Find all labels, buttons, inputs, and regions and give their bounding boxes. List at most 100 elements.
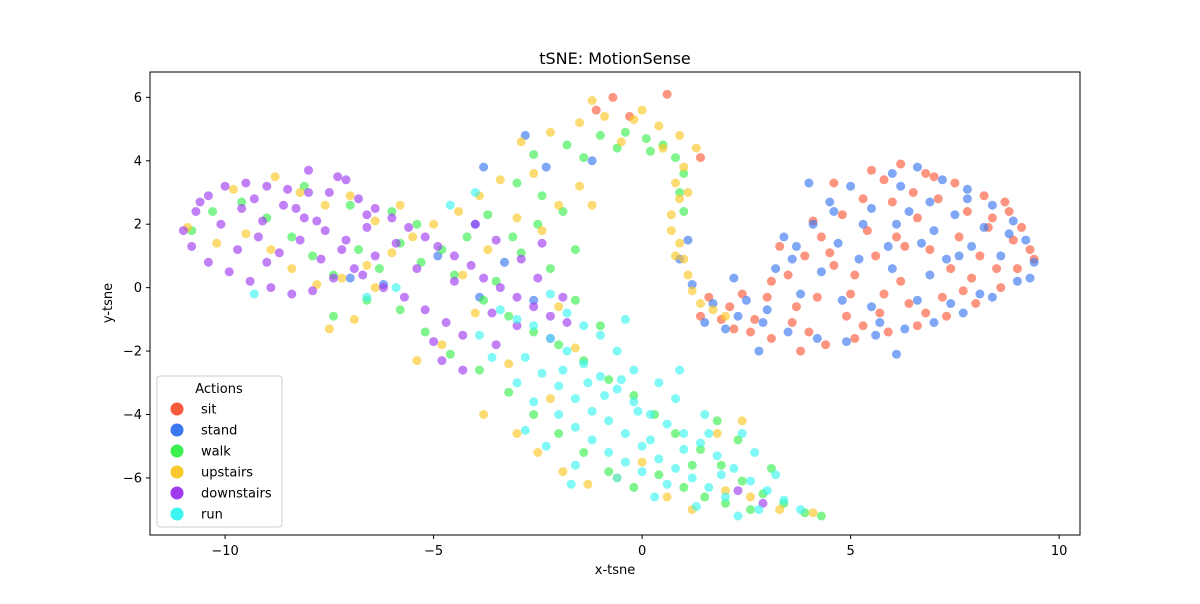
point-upstairs — [575, 181, 585, 191]
plot-border — [149, 71, 1081, 536]
point-sit — [937, 292, 947, 302]
point-upstairs — [600, 111, 610, 121]
point-stand — [887, 264, 897, 274]
legend-marker — [170, 507, 184, 521]
point-upstairs — [746, 492, 755, 502]
point-downstairs — [387, 213, 397, 223]
point-run — [616, 375, 626, 385]
point-stand — [783, 327, 793, 337]
point-stand — [875, 318, 885, 327]
point-downstairs — [412, 264, 422, 274]
point-upstairs — [721, 486, 730, 496]
point-upstairs — [212, 238, 222, 248]
point-stand — [975, 289, 985, 299]
point-run — [362, 292, 372, 302]
point-upstairs — [370, 283, 380, 293]
point-stand — [791, 241, 801, 251]
point-sit — [766, 333, 776, 343]
point-downstairs — [545, 311, 555, 321]
point-upstairs — [412, 356, 422, 366]
point-stand — [687, 280, 697, 289]
point-stand — [520, 130, 530, 140]
point-sit — [896, 159, 906, 169]
point-run — [750, 448, 760, 457]
point-sit — [975, 251, 985, 261]
point-sit — [591, 105, 601, 115]
point-run — [604, 416, 614, 426]
point-sit — [925, 245, 935, 255]
point-sit — [987, 213, 997, 223]
point-run — [633, 406, 643, 416]
point-sit — [696, 153, 705, 163]
point-downstairs — [404, 222, 414, 232]
point-run — [487, 352, 497, 362]
point-sit — [954, 232, 964, 242]
point-run — [495, 305, 505, 315]
plot-area-frame — [150, 72, 1080, 535]
point-run — [729, 463, 739, 473]
point-upstairs — [370, 216, 380, 226]
point-walk — [696, 444, 705, 454]
point-sit — [904, 299, 914, 308]
point-sit — [971, 299, 981, 308]
point-sit — [787, 318, 797, 327]
point-sit — [879, 175, 889, 185]
point-downstairs — [558, 292, 568, 302]
point-downstairs — [429, 337, 439, 347]
point-run — [654, 454, 664, 464]
point-sit — [879, 289, 889, 299]
point-upstairs — [683, 270, 693, 280]
points-layer — [178, 89, 1039, 521]
point-run — [696, 438, 705, 448]
point-upstairs — [512, 429, 522, 438]
point-downstairs — [420, 232, 430, 242]
point-downstairs — [449, 251, 459, 261]
point-stand — [867, 302, 876, 312]
legend-label: upstairs — [201, 466, 253, 481]
point-upstairs — [583, 479, 593, 489]
point-run — [541, 441, 551, 451]
point-sit — [921, 308, 931, 318]
point-walk — [562, 140, 572, 150]
point-stand — [804, 178, 814, 188]
point-run — [445, 200, 455, 210]
point-run — [762, 486, 772, 496]
point-upstairs — [295, 188, 305, 197]
point-downstairs — [245, 276, 255, 286]
point-stand — [979, 222, 989, 232]
point-run — [579, 321, 589, 331]
point-downstairs — [491, 340, 501, 350]
point-walk — [716, 460, 726, 470]
point-walk — [733, 435, 743, 445]
point-stand — [345, 273, 355, 283]
point-sit — [850, 333, 860, 343]
point-stand — [962, 184, 972, 194]
x-tick-label: 5 — [846, 544, 854, 559]
point-run — [737, 429, 747, 438]
point-upstairs — [387, 248, 397, 258]
point-walk — [595, 321, 605, 331]
point-run — [249, 289, 259, 299]
point-downstairs — [312, 216, 322, 226]
point-walk — [712, 416, 722, 426]
point-upstairs — [637, 105, 647, 115]
point-stand — [946, 299, 956, 308]
point-sit — [1008, 235, 1018, 245]
point-sit — [783, 270, 793, 280]
point-walk — [516, 248, 526, 258]
point-stand — [1021, 235, 1031, 245]
point-stand — [762, 305, 772, 315]
x-tick-label: 10 — [1051, 544, 1068, 559]
y-tick-label: −2 — [123, 345, 142, 360]
point-stand — [1004, 229, 1014, 239]
point-stand — [871, 330, 881, 340]
point-stand — [500, 257, 509, 267]
point-upstairs — [458, 270, 468, 280]
point-walk — [816, 511, 826, 521]
point-run — [566, 479, 576, 489]
point-sit — [883, 327, 893, 337]
point-stand — [754, 346, 764, 356]
point-walk — [475, 365, 484, 375]
point-upstairs — [654, 121, 664, 131]
